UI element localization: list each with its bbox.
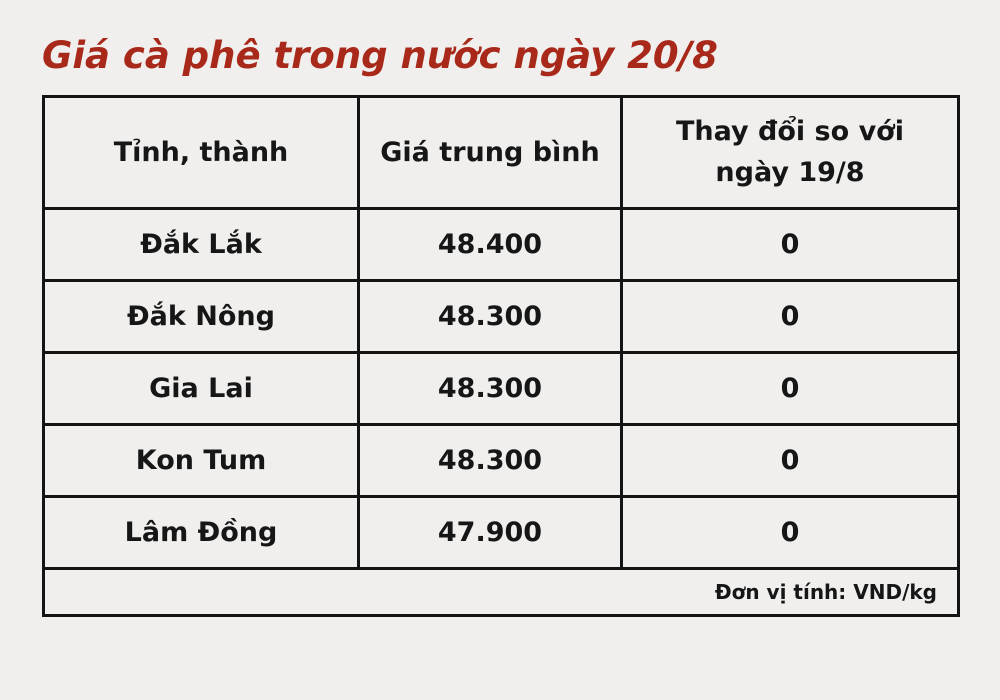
table-body: Đắk Lắk 48.400 0 Đắk Nông 48.300 0 Gia Lai 48.3… bbox=[42, 207, 960, 571]
price-cell: 48.300 bbox=[357, 351, 623, 427]
unit-note: Đơn vị tính: VND/kg bbox=[42, 567, 960, 618]
price-cell: 48.400 bbox=[357, 207, 623, 283]
header-change: Thay đổi so với ngày 19/8 bbox=[620, 95, 960, 211]
footer-row: Đơn vị tính: VND/kg bbox=[42, 567, 960, 618]
header-province: Tỉnh, thành bbox=[42, 95, 360, 211]
header-row: Tỉnh, thành Giá trung bình Thay đổi so v… bbox=[42, 95, 960, 211]
province-cell: Đắk Nông bbox=[42, 279, 360, 355]
header-average-price: Giá trung bình bbox=[357, 95, 623, 211]
province-cell: Gia Lai bbox=[42, 351, 360, 427]
province-cell: Kon Tum bbox=[42, 423, 360, 499]
header-change-label: Thay đổi so với ngày 19/8 bbox=[676, 116, 904, 188]
change-cell: 0 bbox=[620, 279, 960, 355]
change-cell: 0 bbox=[620, 351, 960, 427]
header-average-price-label: Giá trung bình bbox=[380, 136, 600, 168]
table-footer: Đơn vị tính: VND/kg bbox=[42, 567, 960, 618]
price-cell: 48.300 bbox=[357, 279, 623, 355]
table-row: Đắk Nông 48.300 0 bbox=[42, 279, 960, 355]
table-header: Tỉnh, thành Giá trung bình Thay đổi so v… bbox=[42, 95, 960, 211]
table-row: Đắk Lắk 48.400 0 bbox=[42, 207, 960, 283]
province-cell: Lâm Đồng bbox=[42, 495, 360, 571]
change-cell: 0 bbox=[620, 207, 960, 283]
change-cell: 0 bbox=[620, 423, 960, 499]
page-title: Giá cà phê trong nước ngày 20/8 bbox=[42, 34, 718, 77]
table-row: Kon Tum 48.300 0 bbox=[42, 423, 960, 499]
province-cell: Đắk Lắk bbox=[42, 207, 360, 283]
table-row: Gia Lai 48.300 0 bbox=[42, 351, 960, 427]
coffee-price-table: Tỉnh, thành Giá trung bình Thay đổi so v… bbox=[42, 95, 960, 618]
table-row: Lâm Đồng 47.900 0 bbox=[42, 495, 960, 571]
price-cell: 47.900 bbox=[357, 495, 623, 571]
change-cell: 0 bbox=[620, 495, 960, 571]
price-cell: 48.300 bbox=[357, 423, 623, 499]
header-province-label: Tỉnh, thành bbox=[113, 136, 289, 168]
